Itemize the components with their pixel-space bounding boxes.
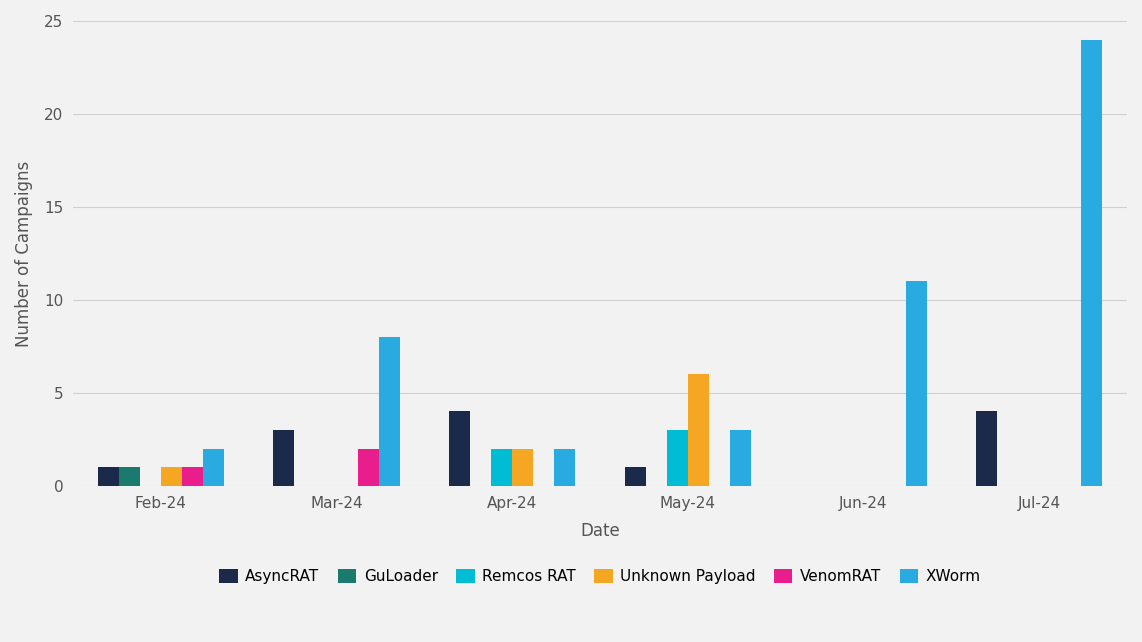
Y-axis label: Number of Campaigns: Number of Campaigns: [15, 160, 33, 347]
Bar: [357, 449, 379, 486]
Bar: [513, 449, 533, 486]
Bar: [625, 467, 645, 486]
Bar: [687, 374, 709, 486]
X-axis label: Date: Date: [580, 522, 620, 540]
Bar: [273, 430, 295, 486]
Bar: [119, 467, 139, 486]
Bar: [1081, 40, 1102, 486]
Bar: [976, 412, 997, 486]
Bar: [449, 412, 471, 486]
Bar: [203, 449, 224, 486]
Bar: [491, 449, 513, 486]
Bar: [554, 449, 576, 486]
Legend: AsyncRAT, GuLoader, Remcos RAT, Unknown Payload, VenomRAT, XWorm: AsyncRAT, GuLoader, Remcos RAT, Unknown …: [214, 563, 987, 591]
Bar: [906, 281, 927, 486]
Bar: [667, 430, 687, 486]
Bar: [379, 337, 400, 486]
Bar: [730, 430, 751, 486]
Bar: [161, 467, 182, 486]
Bar: [98, 467, 119, 486]
Bar: [182, 467, 203, 486]
